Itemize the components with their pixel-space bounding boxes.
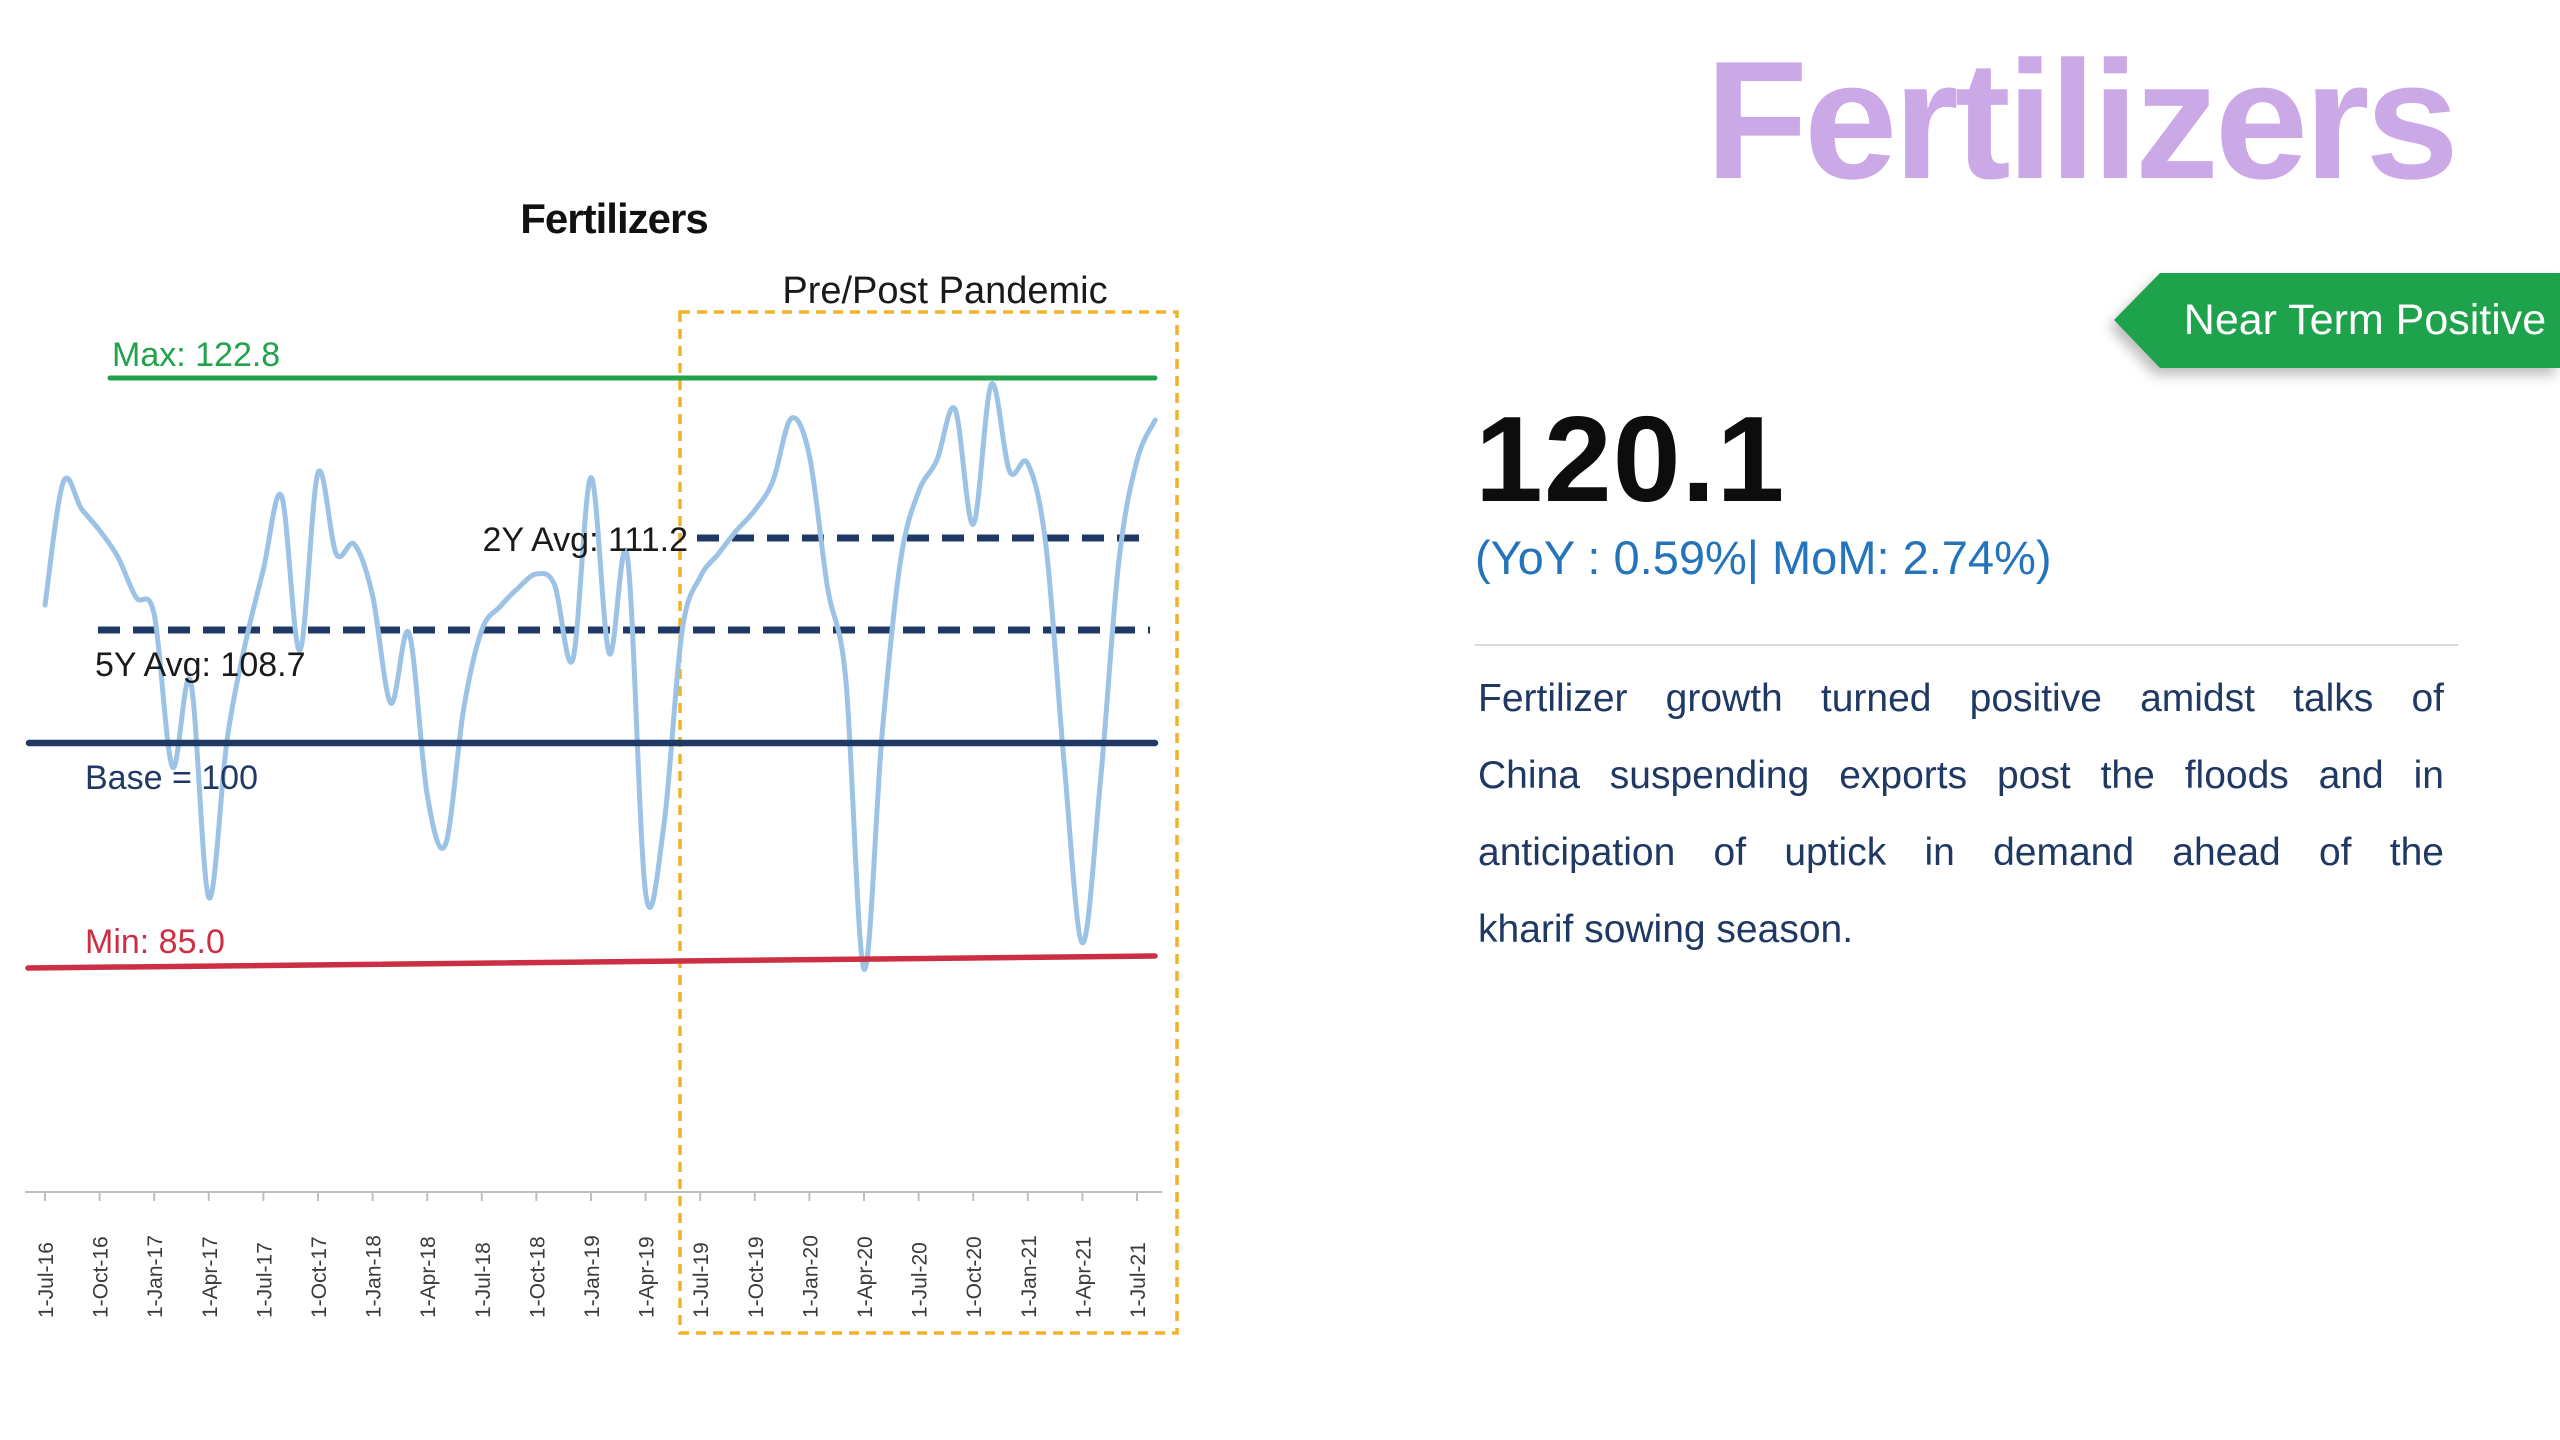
- x-tick-label: 1-Jan-19: [581, 1235, 604, 1318]
- x-tick-label: 1-Jul-18: [472, 1242, 495, 1318]
- x-tick-label: 1-Apr-19: [636, 1236, 659, 1318]
- x-tick-label: 1-Jan-20: [799, 1235, 822, 1318]
- x-tick-label: 1-Oct-17: [308, 1236, 331, 1318]
- x-tick-label: 1-Apr-20: [854, 1236, 877, 1318]
- pandemic-box-label: Pre/Post Pandemic: [782, 270, 1107, 312]
- x-tick-label: 1-Apr-21: [1072, 1236, 1095, 1318]
- x-tick-label: 1-Jan-21: [1018, 1235, 1041, 1318]
- status-badge: Near Term Positive: [2108, 268, 2560, 373]
- commentary-line: Fertilizer growth turned positive amidst…: [1478, 677, 2444, 720]
- commentary-text: Fertilizer growth turned positive amidst…: [1478, 660, 2444, 968]
- base-line-label: Base = 100: [85, 759, 258, 797]
- fertilizers-index-chart: 1-Jul-16 1-Oct-16 1-Jan-17 1-Apr-17 1-Jul-17…: [25, 195, 1179, 1335]
- max-line-label: Max: 122.8: [112, 336, 280, 374]
- pandemic-box: [678, 310, 1179, 1335]
- avg2y-line-label: 2Y Avg: 111.2: [483, 521, 688, 559]
- x-tick-label: 1-Oct-18: [526, 1236, 549, 1318]
- x-tick-label: 1-Jul-19: [690, 1242, 713, 1318]
- x-tick-label: 1-Jan-18: [363, 1235, 386, 1318]
- status-badge-label: Near Term Positive: [2183, 296, 2547, 344]
- latest-index-value: 120.1: [1475, 391, 1786, 527]
- chart-title: Fertilizers: [520, 195, 707, 242]
- commentary-line: anticipation of uptick in demand ahead o…: [1478, 831, 2444, 874]
- x-tick-label: 1-Apr-18: [417, 1236, 440, 1318]
- x-tick-label: 1-Jul-16: [35, 1242, 58, 1318]
- x-tick-label: 1-Oct-16: [90, 1236, 113, 1318]
- x-tick-label: 1-Jan-17: [144, 1235, 167, 1318]
- commentary-line: kharif sowing season.: [1478, 908, 1854, 951]
- min-line-label: Min: 85.0: [85, 923, 225, 961]
- series-line: [42, 381, 1158, 972]
- x-tick-label: 1-Jul-21: [1127, 1242, 1150, 1318]
- divider-line: [1475, 644, 2458, 646]
- page-title: Fertilizers: [1705, 26, 2459, 214]
- yoy-mom-stats: (YoY : 0.59%| MoM: 2.74%): [1475, 531, 2052, 584]
- min-line: [25, 953, 1158, 971]
- x-tick-label: 1-Oct-19: [745, 1236, 768, 1318]
- x-tick-label: 1-Oct-20: [963, 1236, 986, 1318]
- x-tick-label: 1-Jul-17: [253, 1242, 276, 1318]
- x-tick-label: 1-Apr-17: [199, 1236, 222, 1318]
- chart-generated-layer: 1-Jul-16 1-Oct-16 1-Jan-17 1-Apr-17 1-Jul-17…: [25, 310, 1179, 1335]
- status-badge-ribbon-shape: Near Term Positive: [2114, 273, 2560, 368]
- commentary-line: China suspending exports post the floods…: [1478, 754, 2444, 797]
- x-tick-label: 1-Jul-20: [909, 1242, 932, 1318]
- avg5y-line-label: 5Y Avg: 108.7: [95, 646, 306, 684]
